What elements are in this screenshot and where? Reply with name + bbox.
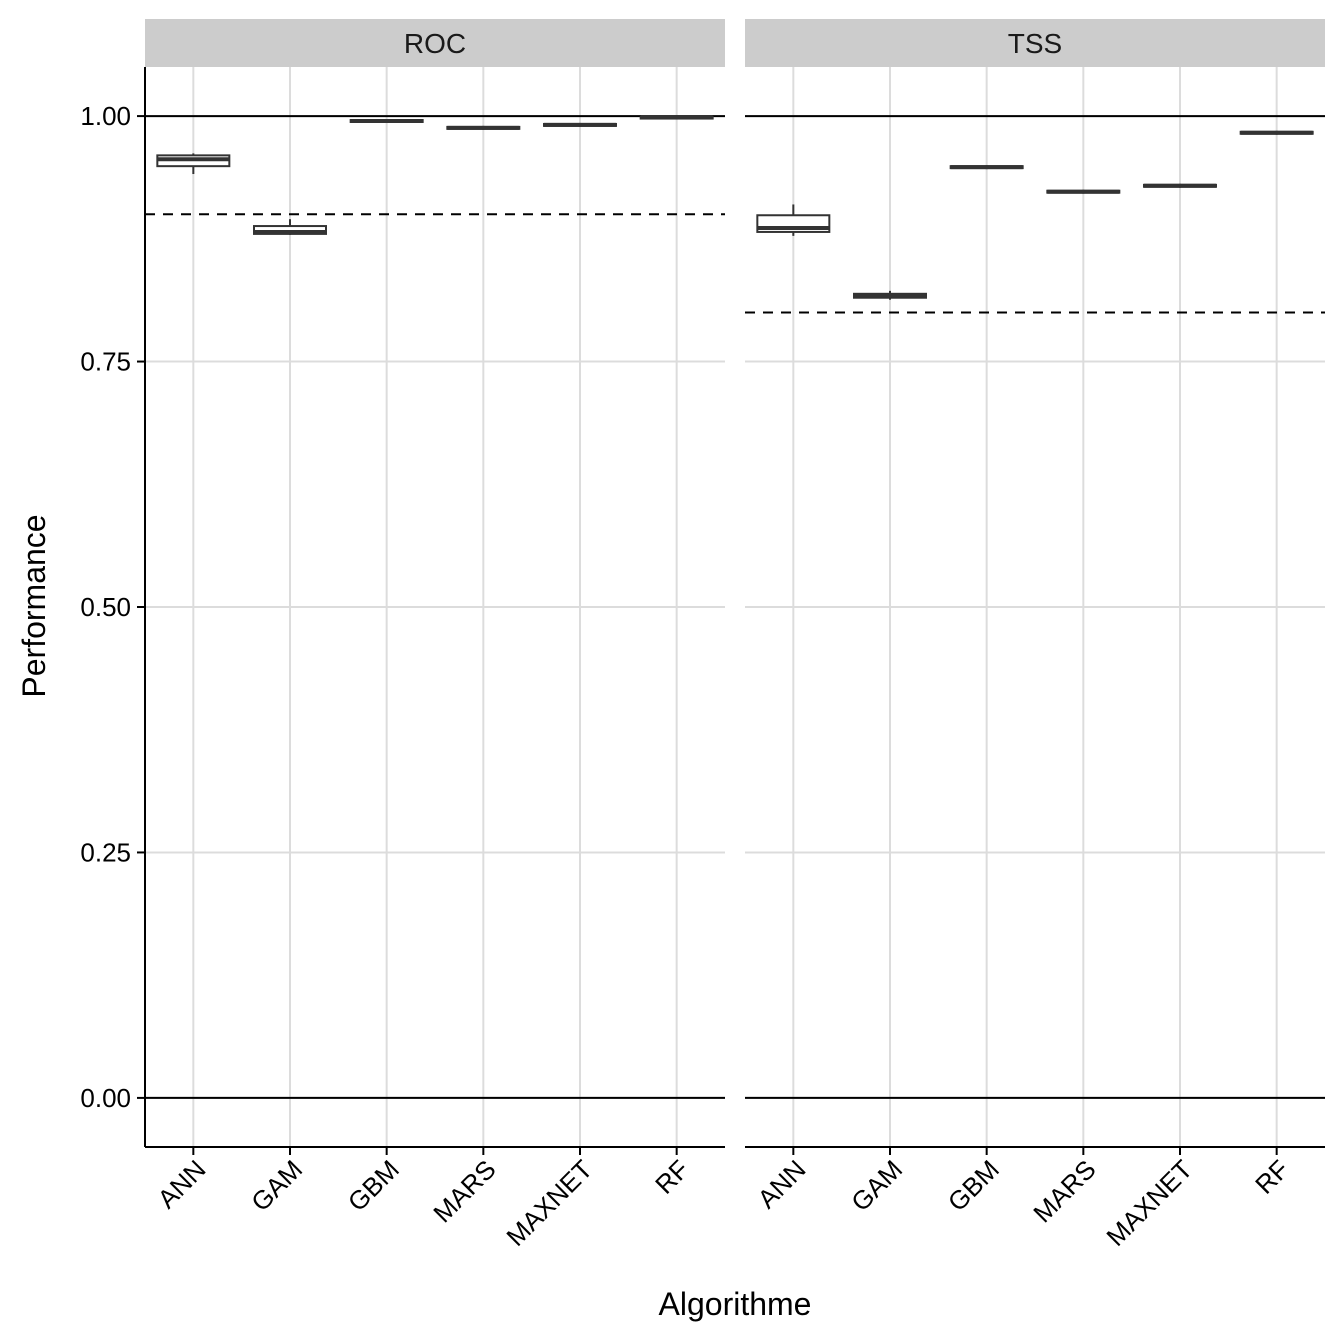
x-axis-title: Algorithme [659, 1286, 812, 1322]
y-tick-label: 0.75 [80, 347, 131, 377]
box-roc-maxnet [543, 122, 617, 127]
box-tss-gam [853, 290, 927, 300]
x-tick-label-tss: GBM [942, 1154, 1005, 1217]
box-roc-gam [253, 219, 327, 235]
y-axis-title: Performance [16, 514, 52, 697]
box-tss-rf [1239, 130, 1314, 135]
x-tick-label-tss: ANN [752, 1154, 812, 1214]
box-tss-gbm [949, 165, 1024, 170]
x-tick-label-roc: RF [649, 1154, 695, 1200]
y-axis: 0.00 0.25 0.50 0.75 1.00 [80, 67, 146, 1147]
box-tss-mars [1046, 189, 1121, 194]
box-roc-rf [639, 115, 714, 120]
x-tick-label-tss: GAM [845, 1154, 908, 1217]
facet-strip-roc [145, 19, 725, 67]
x-tick-label-roc: MAXNET [500, 1154, 598, 1252]
x-tick-label-tss: MARS [1027, 1154, 1101, 1228]
y-tick-label: 0.00 [80, 1083, 131, 1113]
x-tick-label-roc: GBM [342, 1154, 405, 1217]
facet-strip-label-roc: ROC [404, 28, 466, 59]
x-tick-label-roc: GAM [245, 1154, 308, 1217]
y-tick-label: 1.00 [80, 101, 131, 131]
box-roc-gbm [349, 119, 424, 123]
facet-strip-tss [745, 19, 1325, 67]
y-tick-label: 0.25 [80, 837, 131, 867]
x-tick-label-tss: RF [1249, 1154, 1295, 1200]
x-tick-label-roc: ANN [152, 1154, 212, 1214]
box-roc-mars [446, 125, 521, 130]
box-tss-ann [756, 204, 831, 236]
y-tick-label: 0.50 [80, 592, 131, 622]
facet-strip-label-tss: TSS [1008, 28, 1062, 59]
box-roc-ann [156, 153, 231, 175]
box-tss-maxnet [1143, 183, 1217, 188]
x-tick-label-tss: MAXNET [1100, 1154, 1198, 1252]
x-tick-label-roc: MARS [427, 1154, 501, 1228]
